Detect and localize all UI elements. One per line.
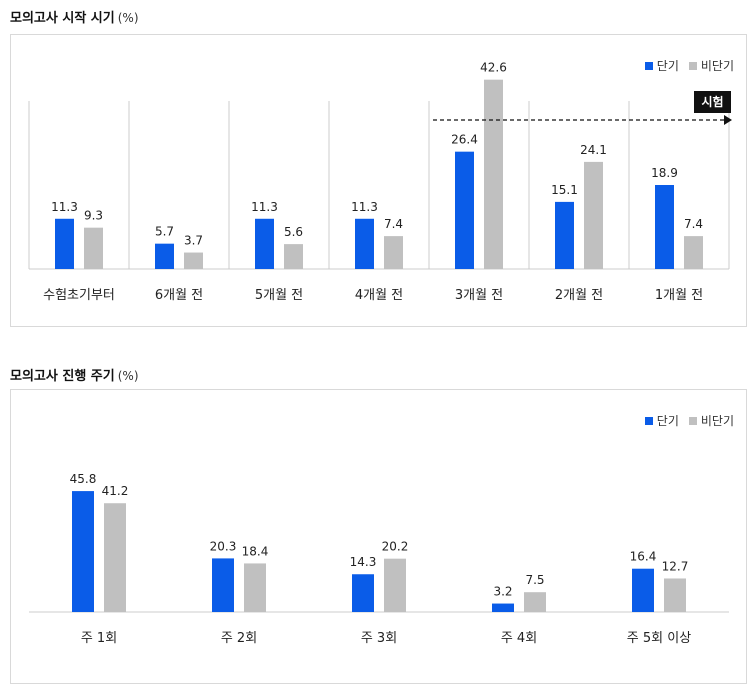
legend-long-swatch: [688, 61, 697, 70]
legend-long-swatch: [688, 416, 697, 425]
bar-short: [355, 218, 374, 269]
bar-short: [555, 201, 574, 269]
bar-long: [684, 236, 703, 269]
category-label: 6개월 전: [155, 288, 203, 303]
legend-short-swatch: [644, 416, 653, 425]
value-label-short: 11.3: [51, 200, 78, 214]
bar-long: [184, 252, 203, 269]
chart2-legend: 단기 비단기: [635, 412, 734, 429]
value-label-long: 20.2: [382, 540, 409, 554]
category-label: 3개월 전: [455, 288, 503, 303]
chart2-unit: (%): [117, 369, 139, 383]
category-label: 주 2회: [221, 631, 257, 646]
category-label: 4개월 전: [355, 288, 403, 303]
chart1-title: 모의고사 시작 시기 (%): [10, 7, 139, 26]
exam-marker-label: 시험: [701, 94, 723, 109]
value-label-long: 12.7: [662, 559, 689, 573]
legend-long-label: 비단기: [700, 59, 734, 73]
bar-long: [384, 236, 403, 269]
legend-long-label: 비단기: [700, 414, 734, 428]
value-label-long: 42.6: [480, 61, 507, 75]
value-label-short: 20.3: [210, 539, 237, 553]
legend-short-swatch: [644, 61, 653, 70]
category-label: 주 3회: [361, 631, 397, 646]
exam-marker-box: [694, 91, 731, 113]
chart1-unit: (%): [117, 11, 139, 25]
bar-short: [655, 185, 674, 269]
category-label: 1개월 전: [655, 288, 703, 303]
value-label-short: 5.7: [155, 225, 174, 239]
exam-marker-arrow: [724, 115, 732, 125]
value-label-short: 11.3: [251, 200, 278, 214]
bar-long: [384, 558, 406, 612]
bar-long: [104, 503, 126, 612]
category-label: 주 4회: [501, 631, 537, 646]
chart1-svg: 11.3 9.3 수험초기부터 5.7 3.7 6개월 전 11.3 5.6 5개월 전 11.3…: [28, 61, 732, 303]
bar-short: [212, 558, 234, 612]
value-label-long: 18.4: [242, 544, 269, 558]
category-label: 2개월 전: [555, 288, 603, 303]
category-label: 주 1회: [81, 631, 117, 646]
value-label-short: 11.3: [351, 200, 378, 214]
bar-long: [584, 161, 603, 269]
value-label-long: 24.1: [580, 143, 607, 157]
value-label-short: 14.3: [350, 555, 377, 569]
legend-short-label: 단기: [656, 59, 679, 73]
chart2-panel: 단기 비단기 45.8 41.2 주 1회 20.3 18.4 주 2회 14.3 20.2 주…: [10, 389, 747, 684]
value-label-long: 7.4: [384, 217, 403, 231]
value-label-long: 9.3: [84, 209, 103, 223]
bar-short: [155, 243, 174, 269]
legend-short-label: 단기: [656, 414, 679, 428]
value-label-long: 7.4: [684, 217, 703, 231]
chart2-title: 모의고사 진행 주기 (%): [10, 365, 139, 384]
bar-short: [55, 218, 74, 269]
value-label-short: 3.2: [493, 585, 512, 599]
category-label: 5개월 전: [255, 288, 303, 303]
value-label-short: 45.8: [70, 472, 97, 486]
category-label: 주 5회 이상: [627, 631, 691, 646]
bar-long: [244, 563, 266, 612]
bar-short: [632, 568, 654, 612]
value-label-short: 16.4: [630, 550, 657, 564]
chart2-title-text: 모의고사 진행 주기: [10, 369, 115, 384]
chart2-svg: 45.8 41.2 주 1회 20.3 18.4 주 2회 14.3 20.2 주 3회 3.2 7…: [29, 472, 729, 646]
value-label-long: 7.5: [525, 573, 544, 587]
bar-long: [524, 592, 546, 612]
bar-long: [84, 227, 103, 269]
bar-long: [484, 79, 503, 269]
bar-long: [664, 578, 686, 612]
value-label-short: 26.4: [451, 133, 478, 147]
category-label: 수험초기부터: [43, 288, 115, 303]
value-label-long: 3.7: [184, 234, 203, 248]
bar-long: [284, 244, 303, 269]
chart1-title-text: 모의고사 시작 시기: [10, 11, 115, 26]
value-label-long: 5.6: [284, 225, 303, 239]
value-label-short: 15.1: [551, 183, 578, 197]
value-label-short: 18.9: [651, 166, 678, 180]
bar-short: [492, 603, 514, 612]
bar-short: [255, 218, 274, 269]
bar-short: [72, 491, 94, 612]
chart1-panel: 단기 비단기 11.3 9.3 수험초기부터 5.7 3.7 6개월 전 11.3 5.6 5개…: [10, 34, 747, 327]
value-label-long: 41.2: [102, 484, 129, 498]
chart1-legend: 단기 비단기: [635, 57, 734, 74]
bar-short: [455, 151, 474, 269]
bar-short: [352, 574, 374, 612]
